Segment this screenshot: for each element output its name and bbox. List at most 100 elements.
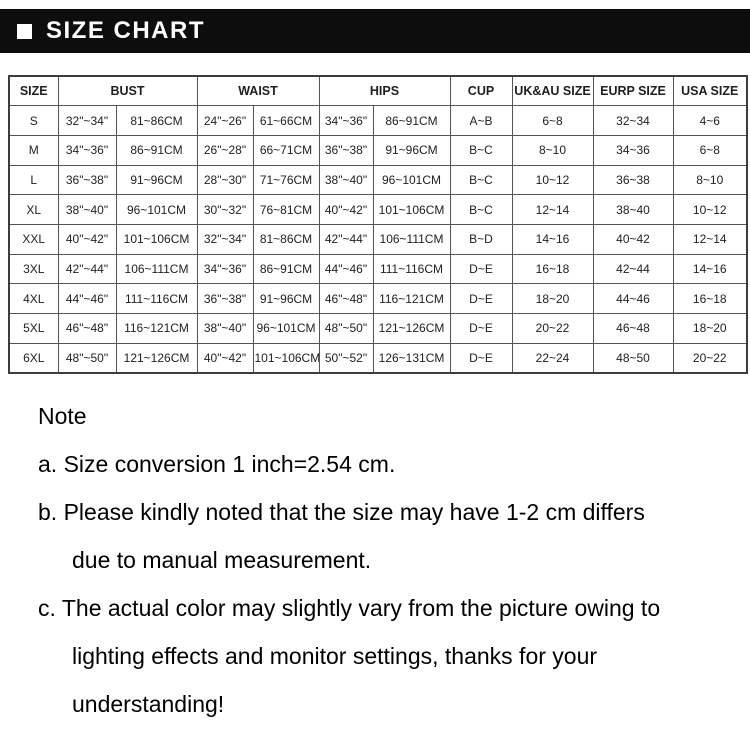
table-cell: 6~8 (672, 134, 748, 166)
table-cell: 101~106CM (115, 223, 198, 255)
column-header-waist: WAIST (196, 75, 320, 107)
table-cell: 36"~38" (318, 134, 374, 166)
table-cell: 126~131CM (372, 342, 451, 374)
notes-heading: Note (38, 403, 87, 429)
size-cell: 5XL (8, 313, 59, 344)
size-chart-table: SIZE BUST WAIST HIPS CUP UK&AU SIZE EURP… (8, 75, 748, 374)
table-cell: 91~96CM (115, 164, 198, 196)
table-cell: B~C (449, 134, 513, 166)
size-cell: 3XL (8, 253, 59, 285)
table-cell: B~C (449, 194, 513, 225)
table-cell: 34"~36" (318, 105, 374, 136)
table-row: S 32"~34" 81~86CM 24"~26" 61~66CM 34"~36… (8, 105, 748, 136)
table-cell: 26"~28" (196, 134, 254, 166)
table-cell: 8~10 (511, 134, 594, 166)
table-cell: 36~38 (592, 164, 674, 196)
table-cell: 12~14 (672, 223, 748, 255)
table-header-row: SIZE BUST WAIST HIPS CUP UK&AU SIZE EURP… (8, 75, 748, 107)
size-chart-banner: SIZE CHART (0, 9, 750, 53)
table-cell: 10~12 (511, 164, 594, 196)
table-cell: 46"~48" (57, 313, 117, 344)
table-cell: 86~91CM (252, 253, 320, 285)
table-cell: 20~22 (511, 313, 594, 344)
size-cell: 4XL (8, 283, 59, 314)
table-cell: 4~6 (672, 105, 748, 136)
table-cell: 28"~30" (196, 164, 254, 196)
table-cell: 40~42 (592, 223, 674, 255)
table-cell: 96~101CM (115, 194, 198, 225)
table-cell: 42"~44" (318, 223, 374, 255)
table-cell: 14~16 (511, 223, 594, 255)
table-cell: 34~36 (592, 134, 674, 166)
table-cell: D~E (449, 342, 513, 374)
table-cell: 36"~38" (57, 164, 117, 196)
table-cell: 66~71CM (252, 134, 320, 166)
table-cell: 46~48 (592, 313, 674, 344)
column-header-hips: HIPS (318, 75, 451, 107)
table-cell: 32"~34" (57, 105, 117, 136)
table-cell: D~E (449, 283, 513, 314)
table-cell: 101~106CM (372, 194, 451, 225)
page-title: SIZE CHART (46, 17, 205, 44)
table-cell: 38~40 (592, 194, 674, 225)
table-cell: 76~81CM (252, 194, 320, 225)
table-cell: B~C (449, 164, 513, 196)
table-cell: 38"~40" (57, 194, 117, 225)
table-cell: D~E (449, 313, 513, 344)
column-header-ukau: UK&AU SIZE (511, 75, 594, 107)
table-cell: 16~18 (672, 283, 748, 314)
size-cell: L (8, 164, 59, 196)
table-cell: 14~16 (672, 253, 748, 285)
table-cell: 6~8 (511, 105, 594, 136)
table-cell: 44"~46" (57, 283, 117, 314)
table-cell: 38"~40" (196, 313, 254, 344)
table-cell: 12~14 (511, 194, 594, 225)
table-cell: 96~101CM (372, 164, 451, 196)
note-c-line2: lighting effects and monitor settings, t… (72, 643, 598, 669)
table-cell: 106~111CM (372, 223, 451, 255)
table-cell: 40"~42" (196, 342, 254, 374)
note-c-line1: c. The actual color may slightly vary fr… (38, 595, 661, 621)
note-c-line3: understanding! (72, 691, 225, 717)
table-cell: 34"~36" (57, 134, 117, 166)
table-cell: A~B (449, 105, 513, 136)
table-cell: 48"~50" (318, 313, 374, 344)
table-cell: D~E (449, 253, 513, 285)
table-cell: 22~24 (511, 342, 594, 374)
table-row: M 34"~36" 86~91CM 26"~28" 66~71CM 36"~38… (8, 134, 748, 166)
size-cell: XXL (8, 223, 59, 255)
table-cell: 101~106CM (252, 342, 320, 374)
table-cell: 42"~44" (57, 253, 117, 285)
table-cell: 30"~32" (196, 194, 254, 225)
table-cell: 86~91CM (115, 134, 198, 166)
column-header-usa: USA SIZE (672, 75, 748, 107)
table-cell: 38"~40" (318, 164, 374, 196)
table-cell: 44"~46" (318, 253, 374, 285)
table-cell: 116~121CM (372, 283, 451, 314)
table-cell: 10~12 (672, 194, 748, 225)
table-cell: 111~116CM (372, 253, 451, 285)
size-cell: 6XL (8, 342, 59, 374)
table-cell: 42~44 (592, 253, 674, 285)
note-b-line2: due to manual measurement. (72, 547, 372, 573)
table-cell: 16~18 (511, 253, 594, 285)
table-row: 3XL 42"~44" 106~111CM 34"~36" 86~91CM 44… (8, 253, 748, 285)
column-header-eurp: EURP SIZE (592, 75, 674, 107)
table-cell: 8~10 (672, 164, 748, 196)
size-cell: S (8, 105, 59, 136)
note-b-line1: b. Please kindly noted that the size may… (38, 499, 645, 525)
square-bullet-icon (17, 23, 32, 39)
table-cell: 40"~42" (318, 194, 374, 225)
table-cell: 48~50 (592, 342, 674, 374)
table-cell: 91~96CM (372, 134, 451, 166)
table-cell: 40"~42" (57, 223, 117, 255)
table-cell: 96~101CM (252, 313, 320, 344)
table-cell: 20~22 (672, 342, 748, 374)
table-row: 6XL 48"~50" 121~126CM 40"~42" 101~106CM … (8, 342, 748, 374)
table-cell: 91~96CM (252, 283, 320, 314)
table-cell: 111~116CM (115, 283, 198, 314)
table-row: 4XL 44"~46" 111~116CM 36"~38" 91~96CM 46… (8, 283, 748, 314)
table-cell: 81~86CM (115, 105, 198, 136)
column-header-cup: CUP (449, 75, 513, 107)
